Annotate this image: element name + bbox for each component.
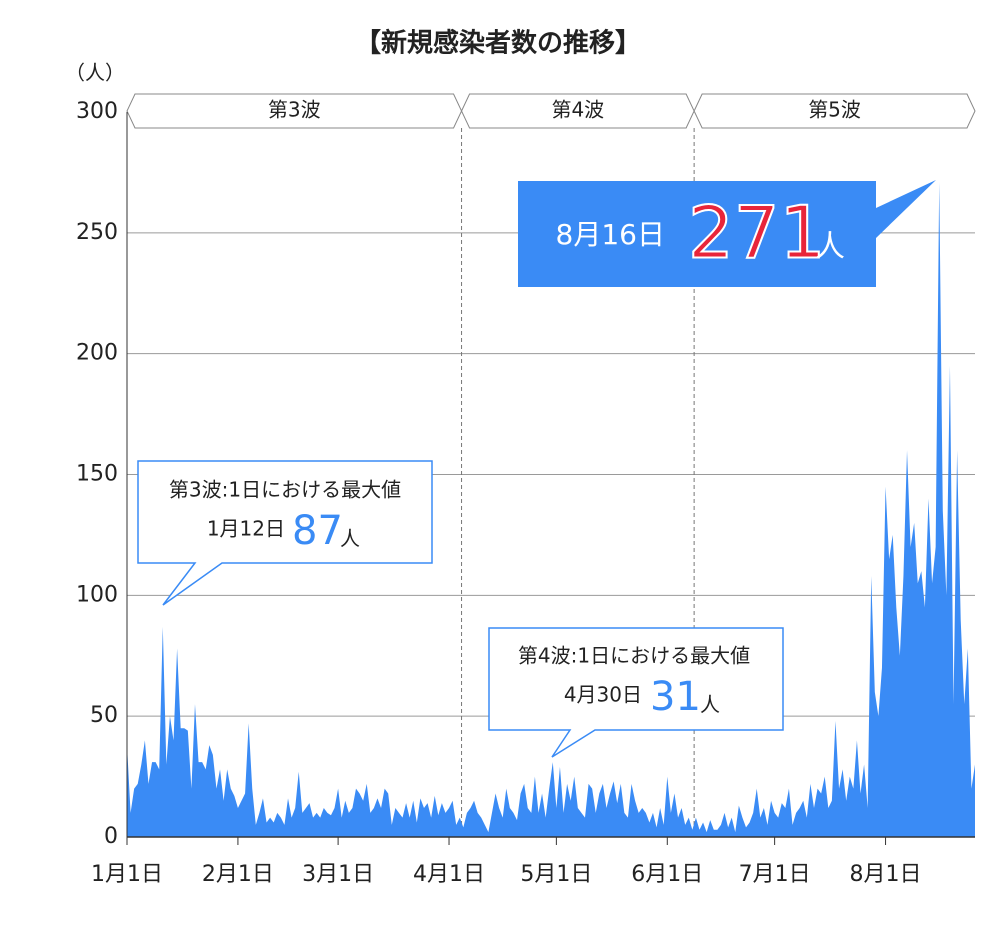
y-unit: （人） [65, 61, 125, 85]
x-tick-label: 4月1日 [413, 862, 485, 887]
wave-label: 第4波 [551, 98, 604, 122]
y-tick-label: 150 [76, 462, 118, 487]
area [127, 182, 975, 838]
callout-date: 1月12日 [207, 517, 285, 541]
y-tick-label: 50 [90, 703, 118, 728]
callout-unit: 人 [340, 527, 360, 551]
callout-title: 第4波:1日における最大値 [518, 644, 750, 668]
y-tick-label: 0 [104, 824, 118, 849]
callout-box [137, 460, 433, 606]
callout-value: 87 [292, 508, 343, 554]
x-tick-label: 1月1日 [91, 862, 163, 887]
peak-value: 271 [688, 191, 825, 275]
wave-label: 第5波 [808, 98, 861, 122]
wave-bracket [693, 93, 976, 129]
x-tick-label: 8月1日 [850, 862, 922, 887]
y-tick-label: 200 [76, 341, 118, 366]
peak-date: 8月16日 [556, 218, 665, 251]
x-tick-label: 2月1日 [202, 862, 274, 887]
y-tick-label: 300 [76, 99, 118, 124]
y-tick-label: 250 [76, 220, 118, 245]
x-tick-label: 6月1日 [631, 862, 703, 887]
wave-label: 第3波 [268, 98, 321, 122]
y-tick-label: 100 [76, 582, 118, 607]
callout-value: 31 [650, 674, 701, 720]
x-tick-label: 7月1日 [739, 862, 811, 887]
callout-date: 4月30日 [564, 683, 642, 707]
x-tick-label: 3月1日 [302, 862, 374, 887]
peak-unit: 人 [815, 230, 845, 265]
callout-unit: 人 [700, 693, 720, 717]
chart-title: 【新規感染者数の推移】 [355, 28, 641, 59]
peak-box [518, 180, 936, 287]
x-tick-label: 5月1日 [520, 862, 592, 887]
callout-title: 第3波:1日における最大値 [169, 478, 401, 502]
callout-box [488, 627, 784, 758]
